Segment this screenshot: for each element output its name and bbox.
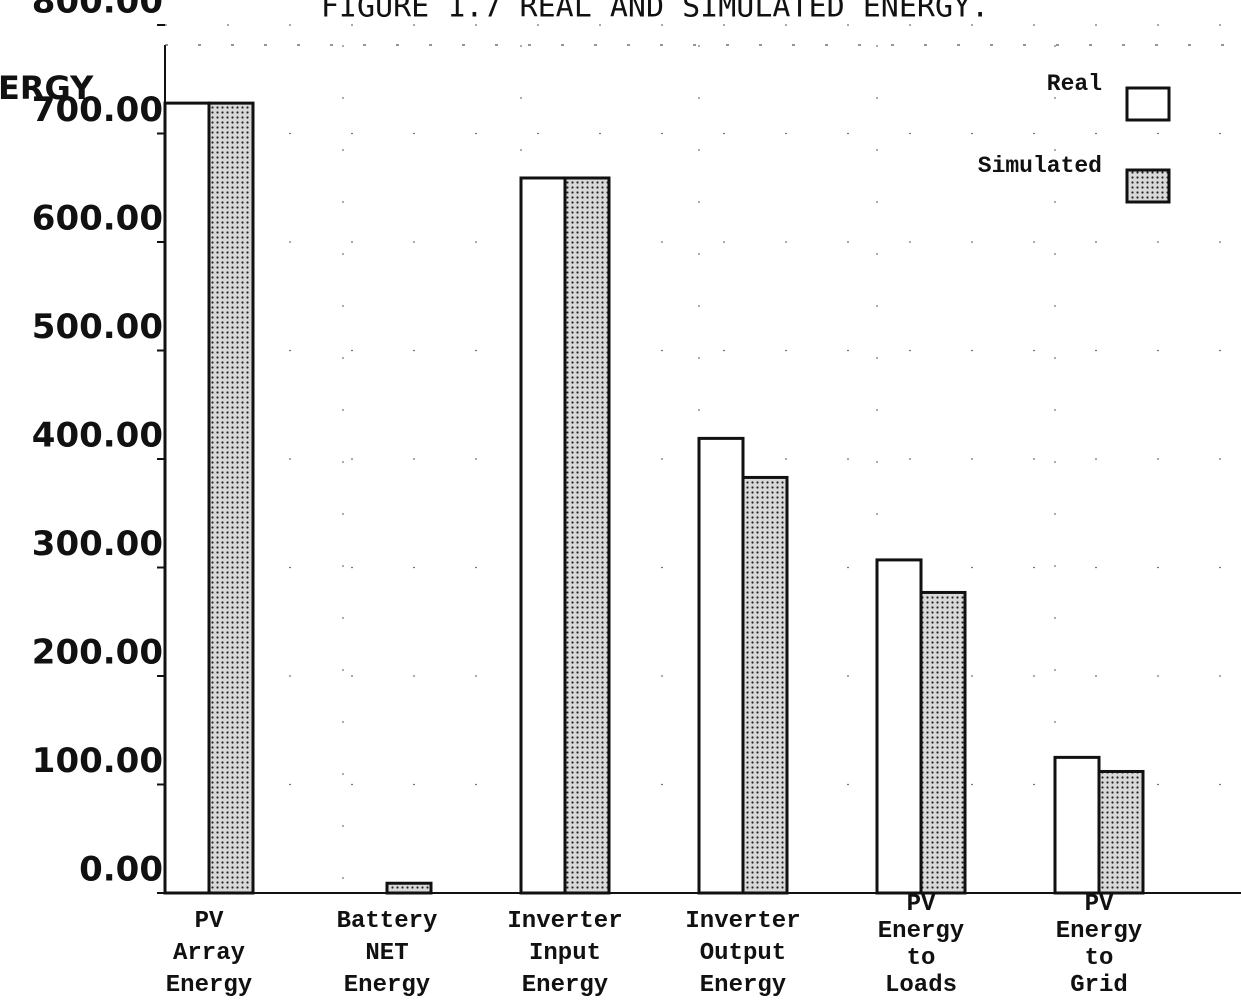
legend-swatch xyxy=(1125,86,1171,122)
y-tick-label: 700.00 xyxy=(32,90,163,130)
bar xyxy=(519,176,567,895)
y-tick-label: 500.00 xyxy=(32,307,163,347)
y-tick-label: 200.00 xyxy=(32,633,163,673)
bar xyxy=(385,881,433,895)
bar xyxy=(697,436,745,895)
y-tick-label: 300.00 xyxy=(32,524,163,564)
x-tick-label: PV Array Energy xyxy=(166,908,252,999)
x-tick-label: PV Energy to Loads xyxy=(878,891,964,999)
y-tick-label: 600.00 xyxy=(32,199,163,239)
legend-label: Real xyxy=(1047,71,1102,97)
x-tick-label: Inverter Input Energy xyxy=(507,908,622,999)
x-tick-label: Battery NET Energy xyxy=(337,908,438,999)
bar xyxy=(163,101,211,895)
bar xyxy=(1053,755,1101,895)
bar xyxy=(1097,769,1145,895)
bar xyxy=(563,176,611,895)
legend-label: Simulated xyxy=(978,153,1102,179)
legend-swatch xyxy=(1125,168,1171,204)
bar xyxy=(741,475,789,895)
y-tick-label: 100.00 xyxy=(32,741,163,781)
y-tick-label: 400.00 xyxy=(32,416,163,456)
y-axis-label: ERGY xyxy=(0,69,94,107)
bar xyxy=(207,101,255,895)
y-tick-label: 800.00 xyxy=(32,0,163,22)
x-tick-label: PV Energy to Grid xyxy=(1056,891,1142,999)
bar xyxy=(875,558,923,895)
y-tick-label: 0.00 xyxy=(79,850,163,890)
x-tick-label: Inverter Output Energy xyxy=(685,908,800,999)
chart-title: FIGURE 1.7 REAL AND SIMULATED ENERGY. xyxy=(321,0,989,25)
bar xyxy=(919,590,967,895)
